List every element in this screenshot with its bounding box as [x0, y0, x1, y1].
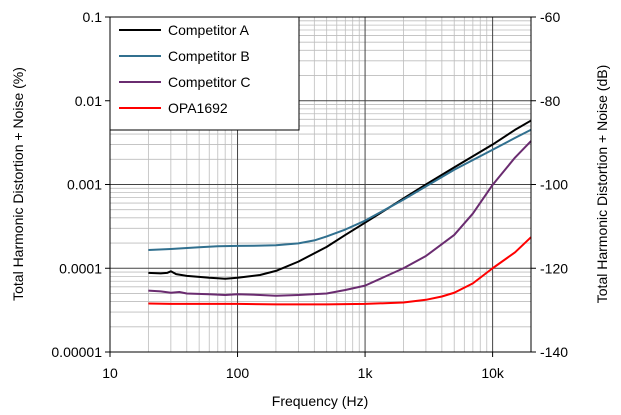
axis-ticks — [105, 16, 536, 357]
y-axis-label: Total Harmonic Distortion + Noise (%) — [10, 67, 26, 301]
y2-tick-label: -60 — [540, 9, 560, 25]
legend-label-opa1692: OPA1692 — [168, 100, 228, 116]
y-tick-label: 0.00001 — [51, 344, 102, 360]
x-axis-tick-labels: 10 100 1k 10k — [102, 365, 505, 381]
y-axis-tick-labels: 0.00001 0.0001 0.001 0.01 0.1 — [51, 9, 102, 360]
x-tick-label: 10k — [481, 365, 505, 381]
y2-tick-label: -140 — [540, 344, 568, 360]
y2-tick-label: -100 — [540, 177, 568, 193]
legend-label-competitor-b: Competitor B — [168, 48, 250, 64]
y2-tick-label: -80 — [540, 93, 560, 109]
y-tick-label: 0.1 — [83, 9, 103, 25]
series-line-competitor-b — [148, 128, 532, 252]
series-layer — [148, 119, 532, 306]
y-tick-label: 0.0001 — [59, 260, 102, 276]
x-tick-label: 10 — [102, 365, 118, 381]
y2-axis-label: Total Harmonic Distortion + Noise (dB) — [594, 65, 610, 303]
legend: Competitor A Competitor B Competitor C OPA1… — [109, 16, 300, 131]
x-axis-label: Frequency (Hz) — [272, 393, 368, 409]
series-line-competitor-a — [148, 119, 532, 280]
x-tick-label: 1k — [358, 365, 374, 381]
y2-axis-tick-labels: -140 -120 -100 -80 -60 — [540, 9, 568, 360]
y-tick-label: 0.01 — [75, 93, 102, 109]
series-line-opa1692 — [148, 236, 532, 306]
series-line-competitor-c — [148, 140, 532, 297]
y-tick-label: 0.001 — [67, 177, 102, 193]
legend-label-competitor-c: Competitor C — [168, 74, 250, 90]
x-tick-label: 100 — [226, 365, 250, 381]
y2-tick-label: -120 — [540, 260, 568, 276]
legend-box — [109, 16, 300, 131]
legend-label-competitor-a: Competitor A — [168, 22, 250, 38]
